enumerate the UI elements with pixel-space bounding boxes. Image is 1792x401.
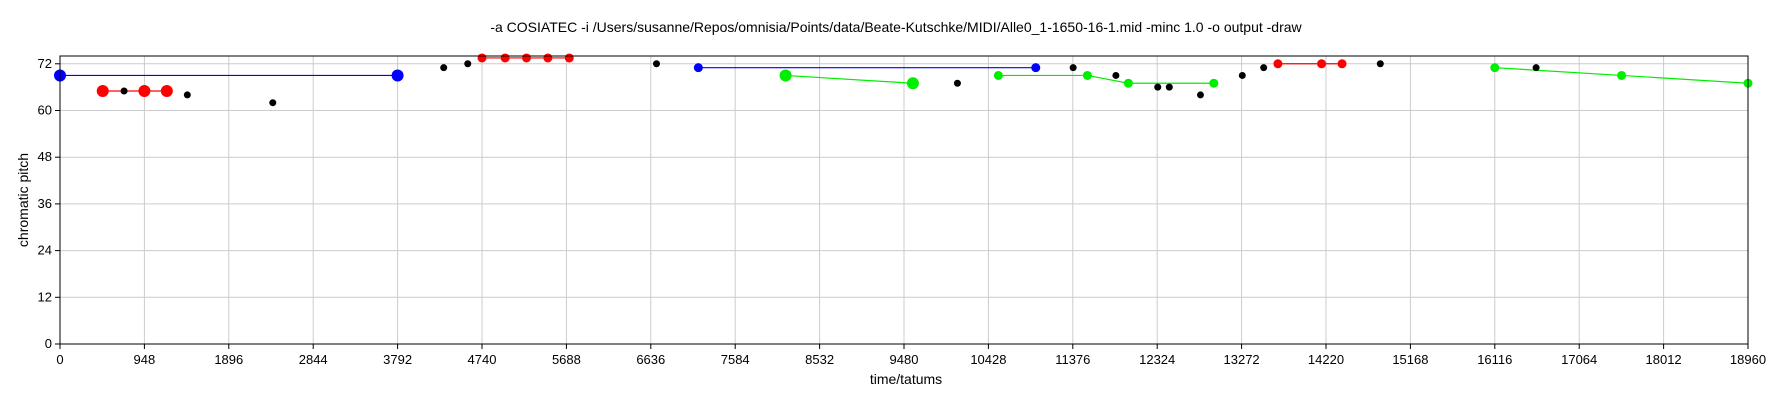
pattern-series bbox=[54, 53, 1753, 98]
x-tick-label: 1896 bbox=[214, 352, 243, 367]
pattern-point bbox=[477, 53, 487, 63]
note-point bbox=[1260, 64, 1268, 72]
x-tick-label: 948 bbox=[134, 352, 156, 367]
y-tick-label: 36 bbox=[38, 196, 52, 211]
x-tick-label: 7584 bbox=[721, 352, 750, 367]
pattern-line bbox=[998, 74, 1214, 84]
x-tick-label: 2844 bbox=[299, 352, 328, 367]
pattern-blue bbox=[54, 69, 404, 82]
pattern-point bbox=[1337, 59, 1347, 69]
pattern-point bbox=[693, 63, 703, 73]
note-point bbox=[1196, 91, 1204, 99]
y-tick-label: 60 bbox=[38, 102, 52, 117]
x-tick-labels: 0 948 1896 2844 3792 4740 5688 6636 7584 8532 9480… bbox=[56, 344, 1766, 367]
pattern-green bbox=[993, 70, 1219, 88]
pattern-point bbox=[391, 69, 404, 82]
x-tick-label: 13272 bbox=[1224, 352, 1260, 367]
pattern-point bbox=[543, 53, 553, 63]
pattern-point bbox=[1031, 63, 1041, 73]
x-tick-label: 10428 bbox=[970, 352, 1006, 367]
pattern-point bbox=[160, 85, 173, 98]
pattern-point bbox=[993, 70, 1003, 80]
x-tick-label: 9480 bbox=[890, 352, 919, 367]
pattern-red bbox=[1273, 59, 1347, 69]
x-tick-label: 3792 bbox=[383, 352, 412, 367]
pattern-green bbox=[1490, 63, 1753, 88]
note-point bbox=[1154, 83, 1162, 91]
pattern-point bbox=[138, 85, 151, 98]
pattern-blue bbox=[693, 63, 1041, 73]
x-tick-label: 11376 bbox=[1055, 352, 1090, 367]
x-tick-label: 14220 bbox=[1308, 352, 1344, 367]
pattern-line bbox=[785, 74, 913, 84]
x-tick-label: 17064 bbox=[1561, 352, 1597, 367]
x-tick-label: 12324 bbox=[1139, 352, 1175, 367]
pattern-point bbox=[1123, 78, 1133, 88]
pattern-red bbox=[477, 53, 574, 63]
note-point bbox=[269, 99, 277, 107]
x-tick-label: 18960 bbox=[1730, 352, 1766, 367]
pattern-green bbox=[779, 69, 919, 90]
note-point bbox=[120, 87, 128, 95]
x-tick-label: 0 bbox=[56, 352, 63, 367]
note-point bbox=[464, 60, 472, 68]
y-axis-title: chromatic pitch bbox=[15, 153, 31, 247]
x-tick-label: 15168 bbox=[1392, 352, 1428, 367]
pattern-point bbox=[906, 77, 919, 90]
x-tick-label: 4740 bbox=[468, 352, 497, 367]
note-point bbox=[1376, 60, 1384, 68]
y-tick-labels: 0 12 24 36 48 60 72 bbox=[38, 56, 60, 351]
pattern-point bbox=[1209, 78, 1219, 88]
x-tick-label: 8532 bbox=[805, 352, 834, 367]
pattern-point bbox=[564, 53, 574, 63]
unmatched-points bbox=[120, 60, 1540, 107]
grid-lines bbox=[59, 56, 1749, 345]
y-tick-label: 72 bbox=[38, 56, 52, 71]
pattern-point bbox=[500, 53, 510, 63]
note-point bbox=[183, 91, 191, 99]
note-point bbox=[1112, 71, 1120, 79]
note-point bbox=[953, 79, 961, 87]
note-point bbox=[440, 64, 448, 72]
x-tick-label: 18012 bbox=[1646, 352, 1682, 367]
y-tick-label: 12 bbox=[38, 289, 52, 304]
plot-frame bbox=[59, 55, 1749, 345]
pattern-point bbox=[779, 69, 792, 82]
y-tick-label: 24 bbox=[38, 243, 52, 258]
pattern-point bbox=[522, 53, 532, 63]
pattern-point bbox=[1490, 63, 1500, 73]
x-axis-title: time/tatums bbox=[870, 371, 942, 387]
y-tick-label: 48 bbox=[38, 149, 52, 164]
note-point bbox=[1069, 64, 1077, 72]
pattern-point bbox=[1082, 70, 1092, 80]
pattern-point bbox=[1617, 70, 1627, 80]
chart-title: -a COSIATEC -i /Users/susanne/Repos/omni… bbox=[490, 19, 1302, 35]
note-point bbox=[652, 60, 660, 68]
note-point bbox=[1238, 71, 1246, 79]
x-tick-label: 16116 bbox=[1477, 352, 1512, 367]
note-point bbox=[1165, 83, 1173, 91]
pattern-point bbox=[1273, 59, 1283, 69]
x-tick-label: 5688 bbox=[552, 352, 581, 367]
y-tick-label: 0 bbox=[45, 336, 52, 351]
pattern-point bbox=[96, 85, 109, 98]
x-tick-label: 6636 bbox=[636, 352, 665, 367]
note-point bbox=[1532, 64, 1540, 72]
pattern-red bbox=[96, 85, 173, 98]
pattern-point bbox=[1317, 59, 1327, 69]
